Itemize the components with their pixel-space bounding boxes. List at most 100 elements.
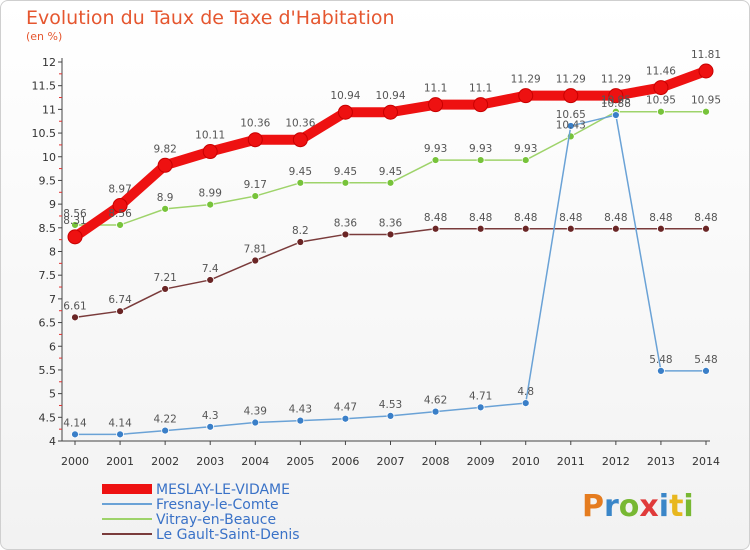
series-point-1 [161, 426, 170, 435]
series-point-0 [518, 88, 534, 104]
series-point-0 [563, 88, 579, 104]
x-tick-label: 2006 [331, 455, 359, 468]
data-label: 11.29 [601, 74, 631, 86]
data-label: 4.8 [517, 386, 534, 398]
data-label: 6.61 [63, 300, 86, 312]
series-point-0 [247, 132, 263, 148]
data-label: 9.45 [334, 166, 357, 178]
data-label: 9.45 [379, 166, 402, 178]
data-label: 6.74 [108, 294, 132, 306]
series-point-0 [473, 97, 489, 113]
data-label: 11.1 [469, 83, 492, 95]
series-point-1 [521, 399, 530, 408]
proxiti-logo: Proxiti [582, 489, 694, 524]
series-point-2 [386, 178, 395, 187]
series-point-0 [112, 198, 128, 214]
data-label: 4.62 [424, 395, 447, 407]
x-tick-label: 2012 [602, 455, 630, 468]
y-tick-label: 5 [49, 388, 56, 401]
series-point-2 [161, 204, 170, 213]
series-point-1 [386, 411, 395, 420]
data-label: 8.56 [108, 208, 132, 220]
x-tick-label: 2003 [196, 455, 224, 468]
series-point-1 [206, 422, 215, 431]
data-label: 4.3 [202, 410, 219, 422]
data-label: 9.17 [244, 179, 267, 191]
y-tick-label: 7.5 [39, 269, 57, 282]
series-point-3 [71, 313, 79, 322]
series-point-1 [296, 416, 305, 425]
data-label: 7.4 [202, 263, 219, 275]
data-label: 4.71 [469, 390, 492, 402]
x-tick-label: 2000 [61, 455, 89, 468]
series-point-3 [702, 224, 710, 233]
y-tick-label: 6 [49, 340, 56, 353]
series-point-3 [566, 224, 575, 233]
series-point-2 [521, 156, 530, 164]
series-point-1 [341, 414, 350, 423]
y-tick-label: 9.5 [39, 174, 57, 187]
data-label: 4.39 [244, 406, 267, 418]
series-point-3 [657, 224, 665, 233]
series-point-1 [431, 407, 440, 416]
x-tick-label: 2001 [106, 455, 134, 468]
series-point-0 [202, 144, 218, 160]
x-tick-label: 2002 [151, 455, 179, 468]
y-tick-label: 6.5 [39, 317, 57, 330]
data-label: 7.21 [153, 272, 176, 284]
y-tick-label: 10.5 [32, 127, 57, 140]
data-label: 8.48 [559, 212, 582, 224]
x-tick-label: 2014 [692, 455, 720, 468]
data-label: 8.56 [63, 208, 87, 220]
series-point-3 [521, 224, 530, 233]
series-point-3 [341, 230, 350, 239]
series-point-2 [702, 107, 710, 116]
y-tick-label: 10 [42, 151, 56, 164]
data-label: 11.1 [424, 83, 447, 95]
data-label: 8.36 [334, 217, 358, 229]
data-label: 10.95 [601, 95, 631, 107]
series-point-1 [116, 430, 124, 439]
logo-letter: t [669, 489, 683, 524]
series-point-0 [292, 132, 308, 148]
data-label: 5.48 [694, 354, 717, 366]
series-point-1 [657, 366, 665, 375]
series-point-2 [251, 192, 260, 200]
data-label: 8.97 [108, 184, 131, 196]
data-label: 10.95 [691, 95, 721, 107]
data-label: 10.36 [285, 118, 315, 130]
series-point-3 [206, 276, 215, 284]
data-label: 4.43 [289, 404, 312, 416]
data-label: 11.29 [556, 74, 586, 86]
series-point-1 [702, 366, 710, 375]
logo-letter: r [604, 489, 619, 524]
data-label: 8.48 [694, 212, 717, 224]
series-point-0 [383, 104, 398, 120]
series-point-2 [296, 178, 305, 187]
y-tick-label: 7 [49, 293, 56, 306]
x-tick-label: 2013 [647, 455, 675, 468]
y-tick-label: 5.5 [39, 364, 57, 377]
series-point-2 [431, 156, 440, 164]
y-tick-label: 8 [49, 246, 56, 259]
series-point-2 [116, 221, 124, 229]
y-tick-label: 4.5 [39, 411, 57, 424]
y-tick-label: 8.5 [39, 222, 57, 235]
series-point-1 [476, 403, 485, 412]
data-label: 9.93 [469, 143, 492, 155]
data-label: 10.36 [240, 118, 270, 130]
data-label: 10.65 [556, 109, 586, 121]
x-tick-label: 2004 [241, 455, 269, 468]
logo-letter: i [659, 489, 669, 524]
series-point-3 [476, 224, 485, 233]
y-tick-label: 11.5 [32, 80, 57, 93]
series-point-0 [428, 97, 444, 113]
x-tick-label: 2010 [512, 455, 540, 468]
series-point-2 [71, 221, 79, 229]
series-point-3 [296, 238, 305, 246]
data-label: 9.93 [514, 143, 537, 155]
data-label: 9.45 [289, 166, 312, 178]
logo-letter: o [619, 489, 640, 524]
data-label: 8.31 [63, 215, 86, 227]
legend-label: MESLAY-LE-VIDAME [156, 482, 290, 498]
